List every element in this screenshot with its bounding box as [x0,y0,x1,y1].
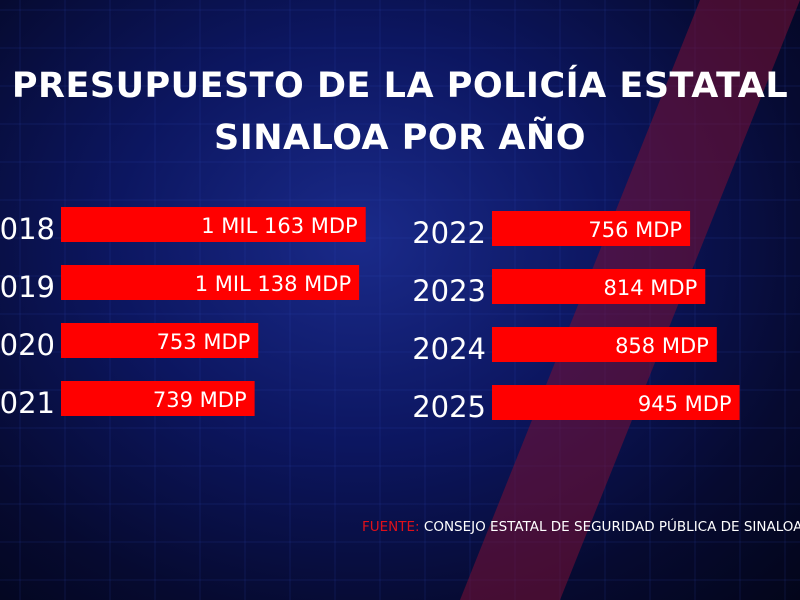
year-label-2021: 2021 [0,386,55,420]
data-label-2020: 753 MDP [157,330,251,354]
year-label-2018: 2018 [0,212,55,246]
bar-2021 [61,381,255,416]
year-label-2020: 2020 [0,328,55,362]
bar-2023 [492,269,706,304]
bar-2019 [61,265,360,300]
year-label-2024: 2024 [412,332,486,366]
data-label-2019: 1 MIL 138 MDP [195,272,351,296]
data-label-2022: 756 MDP [588,218,682,242]
bar-2022 [492,211,691,246]
bar-2020 [61,323,259,358]
year-label-2019: 2019 [0,270,55,304]
year-label-2022: 2022 [412,216,486,250]
year-label-2023: 2023 [412,274,486,308]
data-label-2018: 1 MIL 163 MDP [201,214,357,238]
bar-2018 [61,207,366,242]
source-text: CONSEJO ESTATAL DE SEGURIDAD PÚBLICA DE … [423,519,800,535]
source-note: FUENTE: CONSEJO ESTATAL DE SEGURIDAD PÚB… [362,519,800,535]
data-label-2023: 814 MDP [604,276,698,300]
data-label-2025: 945 MDP [638,392,732,416]
data-label-2024: 858 MDP [615,334,709,358]
bar-2025 [492,385,740,420]
data-label-2021: 739 MDP [153,388,247,412]
chart-title-line-1: PRESUPUESTO DE LA POLICÍA ESTATAL [11,66,789,106]
source-label: FUENTE: [362,519,420,535]
chart-title-line-2: SINALOA POR AÑO [214,118,586,158]
year-label-2025: 2025 [412,390,486,424]
bar-2024 [492,327,717,362]
